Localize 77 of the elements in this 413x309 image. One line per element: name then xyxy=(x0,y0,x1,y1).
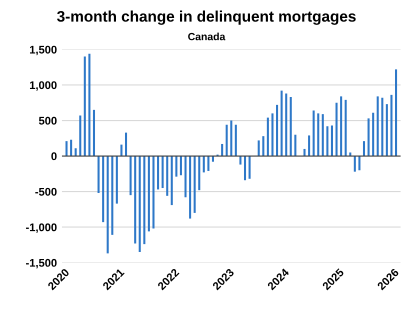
bar xyxy=(116,156,118,204)
bar xyxy=(386,104,388,156)
bar xyxy=(290,97,292,156)
bar xyxy=(349,152,352,156)
bar xyxy=(152,156,155,229)
bar xyxy=(184,156,187,198)
bar xyxy=(226,124,228,156)
bar xyxy=(368,118,370,156)
bar xyxy=(234,124,237,156)
bar xyxy=(266,118,269,156)
bar xyxy=(258,140,260,156)
bar xyxy=(330,125,333,156)
bar xyxy=(308,135,310,156)
bar xyxy=(70,140,72,156)
bar xyxy=(207,156,210,171)
bar xyxy=(312,110,315,156)
bar xyxy=(381,98,384,156)
bar xyxy=(294,134,296,156)
y-tick-label: -1,000 xyxy=(26,223,57,233)
y-tick-label: 500 xyxy=(38,116,57,125)
bar xyxy=(166,156,168,196)
y-tick-label: 1,500 xyxy=(30,46,57,56)
bar xyxy=(358,156,360,170)
y-tick-label: -1,500 xyxy=(26,258,57,268)
bar xyxy=(344,100,347,156)
bar xyxy=(111,156,114,235)
bar xyxy=(354,156,356,172)
y-tick-label: 1,000 xyxy=(30,81,57,91)
bar xyxy=(88,54,90,156)
bar xyxy=(170,156,173,206)
bar xyxy=(162,156,164,188)
bar xyxy=(130,156,132,196)
bar xyxy=(262,136,264,156)
bar xyxy=(280,90,283,156)
bar xyxy=(276,104,278,156)
bar xyxy=(390,94,392,156)
bar xyxy=(198,156,200,190)
bar xyxy=(230,120,232,156)
bar xyxy=(340,96,342,156)
bar xyxy=(372,112,374,156)
bar xyxy=(106,156,109,254)
bar xyxy=(157,156,160,190)
bar xyxy=(376,96,379,156)
bar xyxy=(194,156,196,213)
y-tick-label: -500 xyxy=(35,188,57,196)
chart-subtitle: Canada xyxy=(188,32,226,40)
bar xyxy=(285,94,288,156)
bar xyxy=(202,156,205,172)
bar xyxy=(84,56,86,156)
bar xyxy=(248,156,251,179)
bar xyxy=(180,156,182,176)
bar xyxy=(134,156,136,244)
bar xyxy=(65,141,68,156)
bar xyxy=(189,156,192,219)
chart-title: 3-month change in delinquent mortgages xyxy=(57,10,356,25)
bar xyxy=(175,156,178,177)
bar xyxy=(102,156,104,222)
bar xyxy=(138,156,141,252)
bar xyxy=(244,156,246,180)
bar xyxy=(98,156,100,193)
bar xyxy=(74,148,77,156)
y-tick-label: 0 xyxy=(51,152,57,160)
bar xyxy=(221,144,224,156)
bar xyxy=(395,69,398,156)
bar xyxy=(92,110,96,156)
bar xyxy=(148,156,150,232)
bar xyxy=(336,102,338,156)
bar xyxy=(120,144,122,156)
bar xyxy=(326,126,328,156)
bar xyxy=(124,132,128,156)
bar xyxy=(322,114,324,156)
bar xyxy=(239,156,242,165)
bar xyxy=(143,156,146,244)
bar xyxy=(362,141,366,156)
bar xyxy=(317,113,320,156)
bar xyxy=(79,116,82,156)
bar xyxy=(271,113,274,156)
